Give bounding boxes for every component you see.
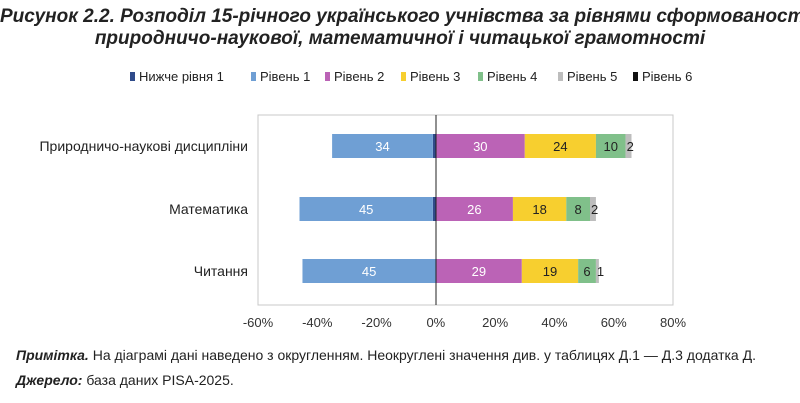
category-label: Читання bbox=[194, 263, 248, 279]
data-label: 2 bbox=[627, 139, 634, 154]
category-labels: Природничо-наукові дисципліни Математика Ч… bbox=[39, 138, 248, 279]
bar-segment bbox=[435, 197, 513, 221]
x-tick-label: 60% bbox=[601, 315, 627, 330]
bar-segment bbox=[625, 134, 632, 158]
bar-segment bbox=[595, 259, 599, 283]
x-tick-label: 20% bbox=[482, 315, 508, 330]
x-tick-label: 0% bbox=[426, 315, 445, 330]
x-tick-label: -40% bbox=[302, 315, 333, 330]
data-label: 45 bbox=[362, 264, 376, 279]
x-tick-label: -20% bbox=[361, 315, 392, 330]
data-label: 18 bbox=[532, 202, 546, 217]
category-label: Математика bbox=[169, 201, 248, 217]
note-label: Примітка. bbox=[16, 347, 89, 363]
data-label: 24 bbox=[553, 139, 567, 154]
bar-segment bbox=[332, 134, 433, 158]
data-label: 6 bbox=[583, 264, 590, 279]
data-label: 2 bbox=[591, 202, 598, 217]
legend-item: Рівень 4 bbox=[478, 69, 537, 84]
bar-segment bbox=[512, 197, 567, 221]
legend-swatch bbox=[251, 72, 256, 81]
bar-segment bbox=[302, 259, 436, 283]
chart-title-line2: природничо-наукової, математичної і чита… bbox=[94, 28, 706, 49]
chart-title: Рисунок 2.2. Розподіл 15-річного українс… bbox=[0, 6, 800, 50]
legend-item: Рівень 2 bbox=[325, 69, 384, 84]
bar-segment bbox=[566, 197, 590, 221]
data-label: 34 bbox=[375, 139, 389, 154]
chart-title-line1: Рисунок 2.2. Розподіл 15-річного українс… bbox=[0, 6, 800, 27]
legend-swatch bbox=[325, 72, 330, 81]
bar-segment bbox=[299, 197, 433, 221]
legend-item: Рівень 3 bbox=[401, 69, 460, 84]
data-label: 10 bbox=[604, 139, 618, 154]
bar-segment bbox=[432, 134, 436, 158]
legend: Нижче рівня 1 Рівень 1 Рівень 2 Рівень 3 Рів… bbox=[130, 69, 692, 84]
legend-item: Нижче рівня 1 bbox=[130, 69, 224, 84]
legend-swatch bbox=[130, 72, 135, 81]
bar-segment bbox=[524, 134, 596, 158]
bar-segment bbox=[435, 259, 522, 283]
legend-label: Рівень 6 bbox=[642, 69, 692, 84]
legend-label: Нижче рівня 1 bbox=[139, 69, 224, 84]
legend-label: Рівень 4 bbox=[487, 69, 537, 84]
bar-segment bbox=[590, 197, 596, 221]
data-label: 1 bbox=[597, 264, 604, 279]
data-label: 8 bbox=[575, 202, 582, 217]
data-label: 30 bbox=[473, 139, 487, 154]
data-label: 29 bbox=[472, 264, 486, 279]
x-axis-ticks: -60% -40% -20% 0% 20% 40% 60% 80% bbox=[243, 315, 687, 330]
bar-segment bbox=[521, 259, 579, 283]
note: Примітка. На діаграмі дані наведено з ок… bbox=[16, 347, 756, 363]
bar-segment bbox=[432, 197, 436, 221]
legend-label: Рівень 5 bbox=[567, 69, 617, 84]
source-text: база даних PISA-2025. bbox=[82, 372, 234, 388]
category-label: Природничо-наукові дисципліни bbox=[39, 138, 248, 154]
data-label: 45 bbox=[359, 202, 373, 217]
legend-swatch bbox=[478, 72, 483, 81]
legend-item: Рівень 1 bbox=[251, 69, 310, 84]
legend-label: Рівень 3 bbox=[410, 69, 460, 84]
legend-swatch bbox=[633, 72, 638, 81]
legend-swatch bbox=[558, 72, 563, 81]
note-text: На діаграмі дані наведено з округленням.… bbox=[88, 347, 756, 363]
x-tick-label: 40% bbox=[541, 315, 567, 330]
data-label: 19 bbox=[543, 264, 557, 279]
legend-label: Рівень 1 bbox=[260, 69, 310, 84]
x-tick-label: -60% bbox=[243, 315, 274, 330]
source: Джерело: база даних PISA-2025. bbox=[16, 372, 234, 388]
plot-area bbox=[257, 114, 674, 306]
bar-segment bbox=[595, 134, 626, 158]
bar-segment bbox=[435, 134, 525, 158]
data-label: 26 bbox=[467, 202, 481, 217]
bar-segment bbox=[578, 259, 596, 283]
legend-label: Рівень 2 bbox=[334, 69, 384, 84]
legend-swatch bbox=[401, 72, 406, 81]
source-label: Джерело: bbox=[16, 372, 83, 388]
x-tick-label: 80% bbox=[660, 315, 686, 330]
legend-item: Рівень 6 bbox=[633, 69, 692, 84]
bars: 134302410214526188245291961 bbox=[299, 134, 634, 283]
legend-item: Рівень 5 bbox=[558, 69, 617, 84]
